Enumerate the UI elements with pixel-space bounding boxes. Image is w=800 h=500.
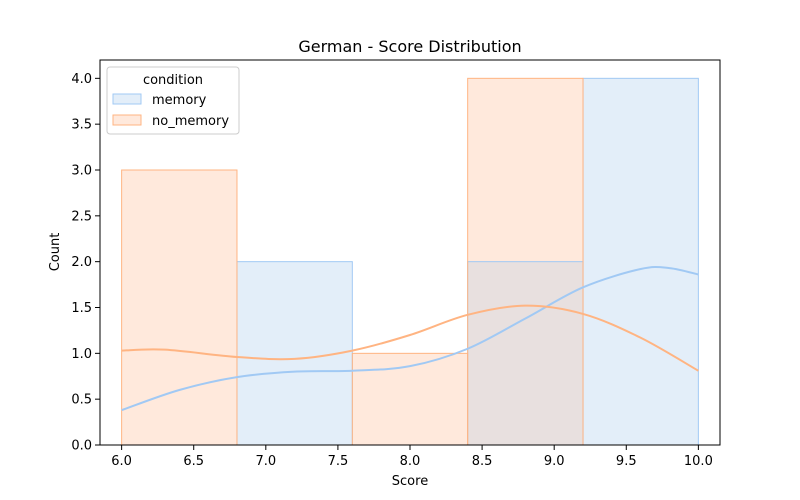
y-tick-label: 2.5 (71, 209, 92, 224)
x-tick-label: 9.5 (616, 454, 637, 469)
bar-no_memory-bin-2 (352, 353, 468, 445)
legend-swatch-no_memory (112, 114, 142, 126)
kde-line-no_memory (121, 304, 699, 372)
chart-title: German - Score Distribution (298, 37, 521, 56)
bars-layer (121, 77, 699, 446)
y-tick-label: 0.5 (71, 393, 92, 408)
y-tick-label: 3.0 (71, 164, 92, 179)
x-tick-label: 6.5 (183, 454, 204, 469)
y-tick-label: 2.0 (71, 255, 92, 270)
legend-title: condition (143, 73, 203, 88)
bar-memory-bin-4 (583, 78, 699, 445)
y-axis-title: Count (48, 233, 63, 272)
legend: condition memory no_memory (106, 66, 240, 135)
kde-layer (121, 265, 699, 412)
x-axis: 6.0 6.5 7.0 7.5 8.0 8.5 9.0 9.5 10.0 (111, 445, 713, 469)
legend-swatch-memory (112, 93, 142, 105)
x-tick-label: 9.0 (544, 454, 565, 469)
kde-line-memory (121, 265, 699, 412)
x-tick-label: 6.0 (111, 454, 132, 469)
y-tick-label: 0.0 (71, 439, 92, 454)
x-tick-label: 7.5 (328, 454, 349, 469)
bar-no_memory-bin-0 (121, 170, 237, 445)
y-tick-label: 3.5 (71, 118, 92, 133)
y-axis: 0.0 0.5 1.0 1.5 2.0 2.5 3.0 3.5 4.0 (71, 72, 100, 454)
y-tick-label: 1.0 (71, 347, 92, 362)
x-tick-label: 7.0 (255, 454, 276, 469)
x-axis-title: Score (392, 474, 428, 489)
x-tick-label: 8.5 (472, 454, 493, 469)
x-tick-label: 10.0 (684, 454, 713, 469)
x-tick-label: 8.0 (400, 454, 421, 469)
bar-overlap-bin-3 (467, 261, 584, 445)
legend-label-memory: memory (152, 93, 207, 108)
y-tick-label: 4.0 (71, 72, 92, 87)
legend-label-no_memory: no_memory (152, 114, 229, 129)
y-tick-label: 1.5 (71, 301, 92, 316)
